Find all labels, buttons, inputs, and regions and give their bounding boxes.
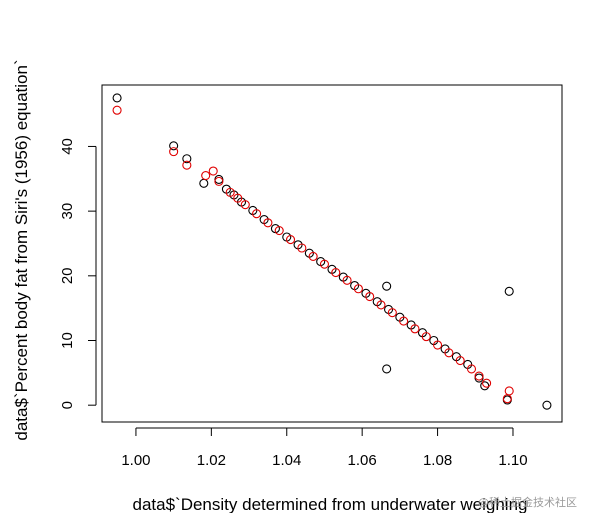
point-red — [421, 332, 431, 342]
point-red — [410, 324, 420, 334]
x-tick-label: 1.00 — [121, 452, 150, 469]
x-axis: 1.00 1.02 1.04 1.06 1.08 1.10 — [121, 427, 528, 469]
x-tick-label: 1.06 — [348, 452, 377, 469]
point-black — [474, 373, 484, 383]
point-black — [199, 178, 209, 188]
point-red — [331, 268, 341, 278]
point-black — [542, 400, 552, 410]
point-red — [208, 166, 218, 176]
point-black — [112, 93, 122, 103]
point-black — [382, 281, 392, 291]
point-red — [319, 259, 330, 269]
point-red — [182, 160, 192, 170]
point-red — [466, 364, 477, 374]
point-red — [387, 308, 397, 318]
point-black — [480, 381, 490, 391]
y-tick-label: 40 — [59, 138, 76, 155]
point-red — [233, 193, 243, 203]
x-tick-label: 1.02 — [197, 452, 226, 469]
point-red — [455, 356, 465, 366]
y-tick-label: 30 — [59, 203, 76, 220]
point-red — [201, 171, 211, 181]
point-red — [482, 378, 492, 388]
point-black — [182, 154, 192, 164]
x-tick-label: 1.04 — [272, 452, 301, 469]
point-red — [297, 243, 307, 253]
point-black — [382, 364, 392, 374]
point-red — [240, 200, 250, 210]
point-red — [504, 386, 514, 396]
point-red — [474, 371, 484, 381]
point-red — [376, 300, 386, 310]
point-red — [365, 291, 375, 302]
point-red — [225, 187, 235, 197]
point-red — [285, 235, 296, 245]
point-red — [169, 147, 179, 157]
point-red — [399, 316, 409, 326]
point-red — [433, 340, 443, 350]
point-red — [112, 105, 122, 115]
point-black — [504, 286, 514, 296]
x-axis-title: data$`Density determined from underwater… — [133, 495, 528, 513]
point-black — [169, 141, 179, 151]
y-tick-label: 0 — [59, 401, 76, 409]
point-red — [308, 251, 318, 261]
point-red — [263, 218, 273, 228]
y-axis: 0 10 20 30 40 — [59, 138, 97, 409]
watermark-text: @稀土掘金技术社区 — [478, 495, 577, 509]
point-red — [342, 275, 352, 285]
point-black — [214, 174, 224, 184]
data-points — [112, 93, 552, 410]
point-red — [252, 209, 262, 219]
point-red — [444, 348, 454, 358]
y-tick-label: 20 — [59, 267, 76, 284]
y-tick-label: 10 — [59, 332, 76, 349]
point-red — [353, 284, 363, 294]
plot-frame — [101, 84, 563, 423]
point-red — [274, 225, 284, 236]
x-tick-label: 1.08 — [423, 452, 452, 469]
y-axis-title: data$`Percent body fat from Siri's (1956… — [12, 59, 31, 440]
point-red — [214, 176, 224, 186]
x-tick-label: 1.10 — [498, 452, 527, 469]
